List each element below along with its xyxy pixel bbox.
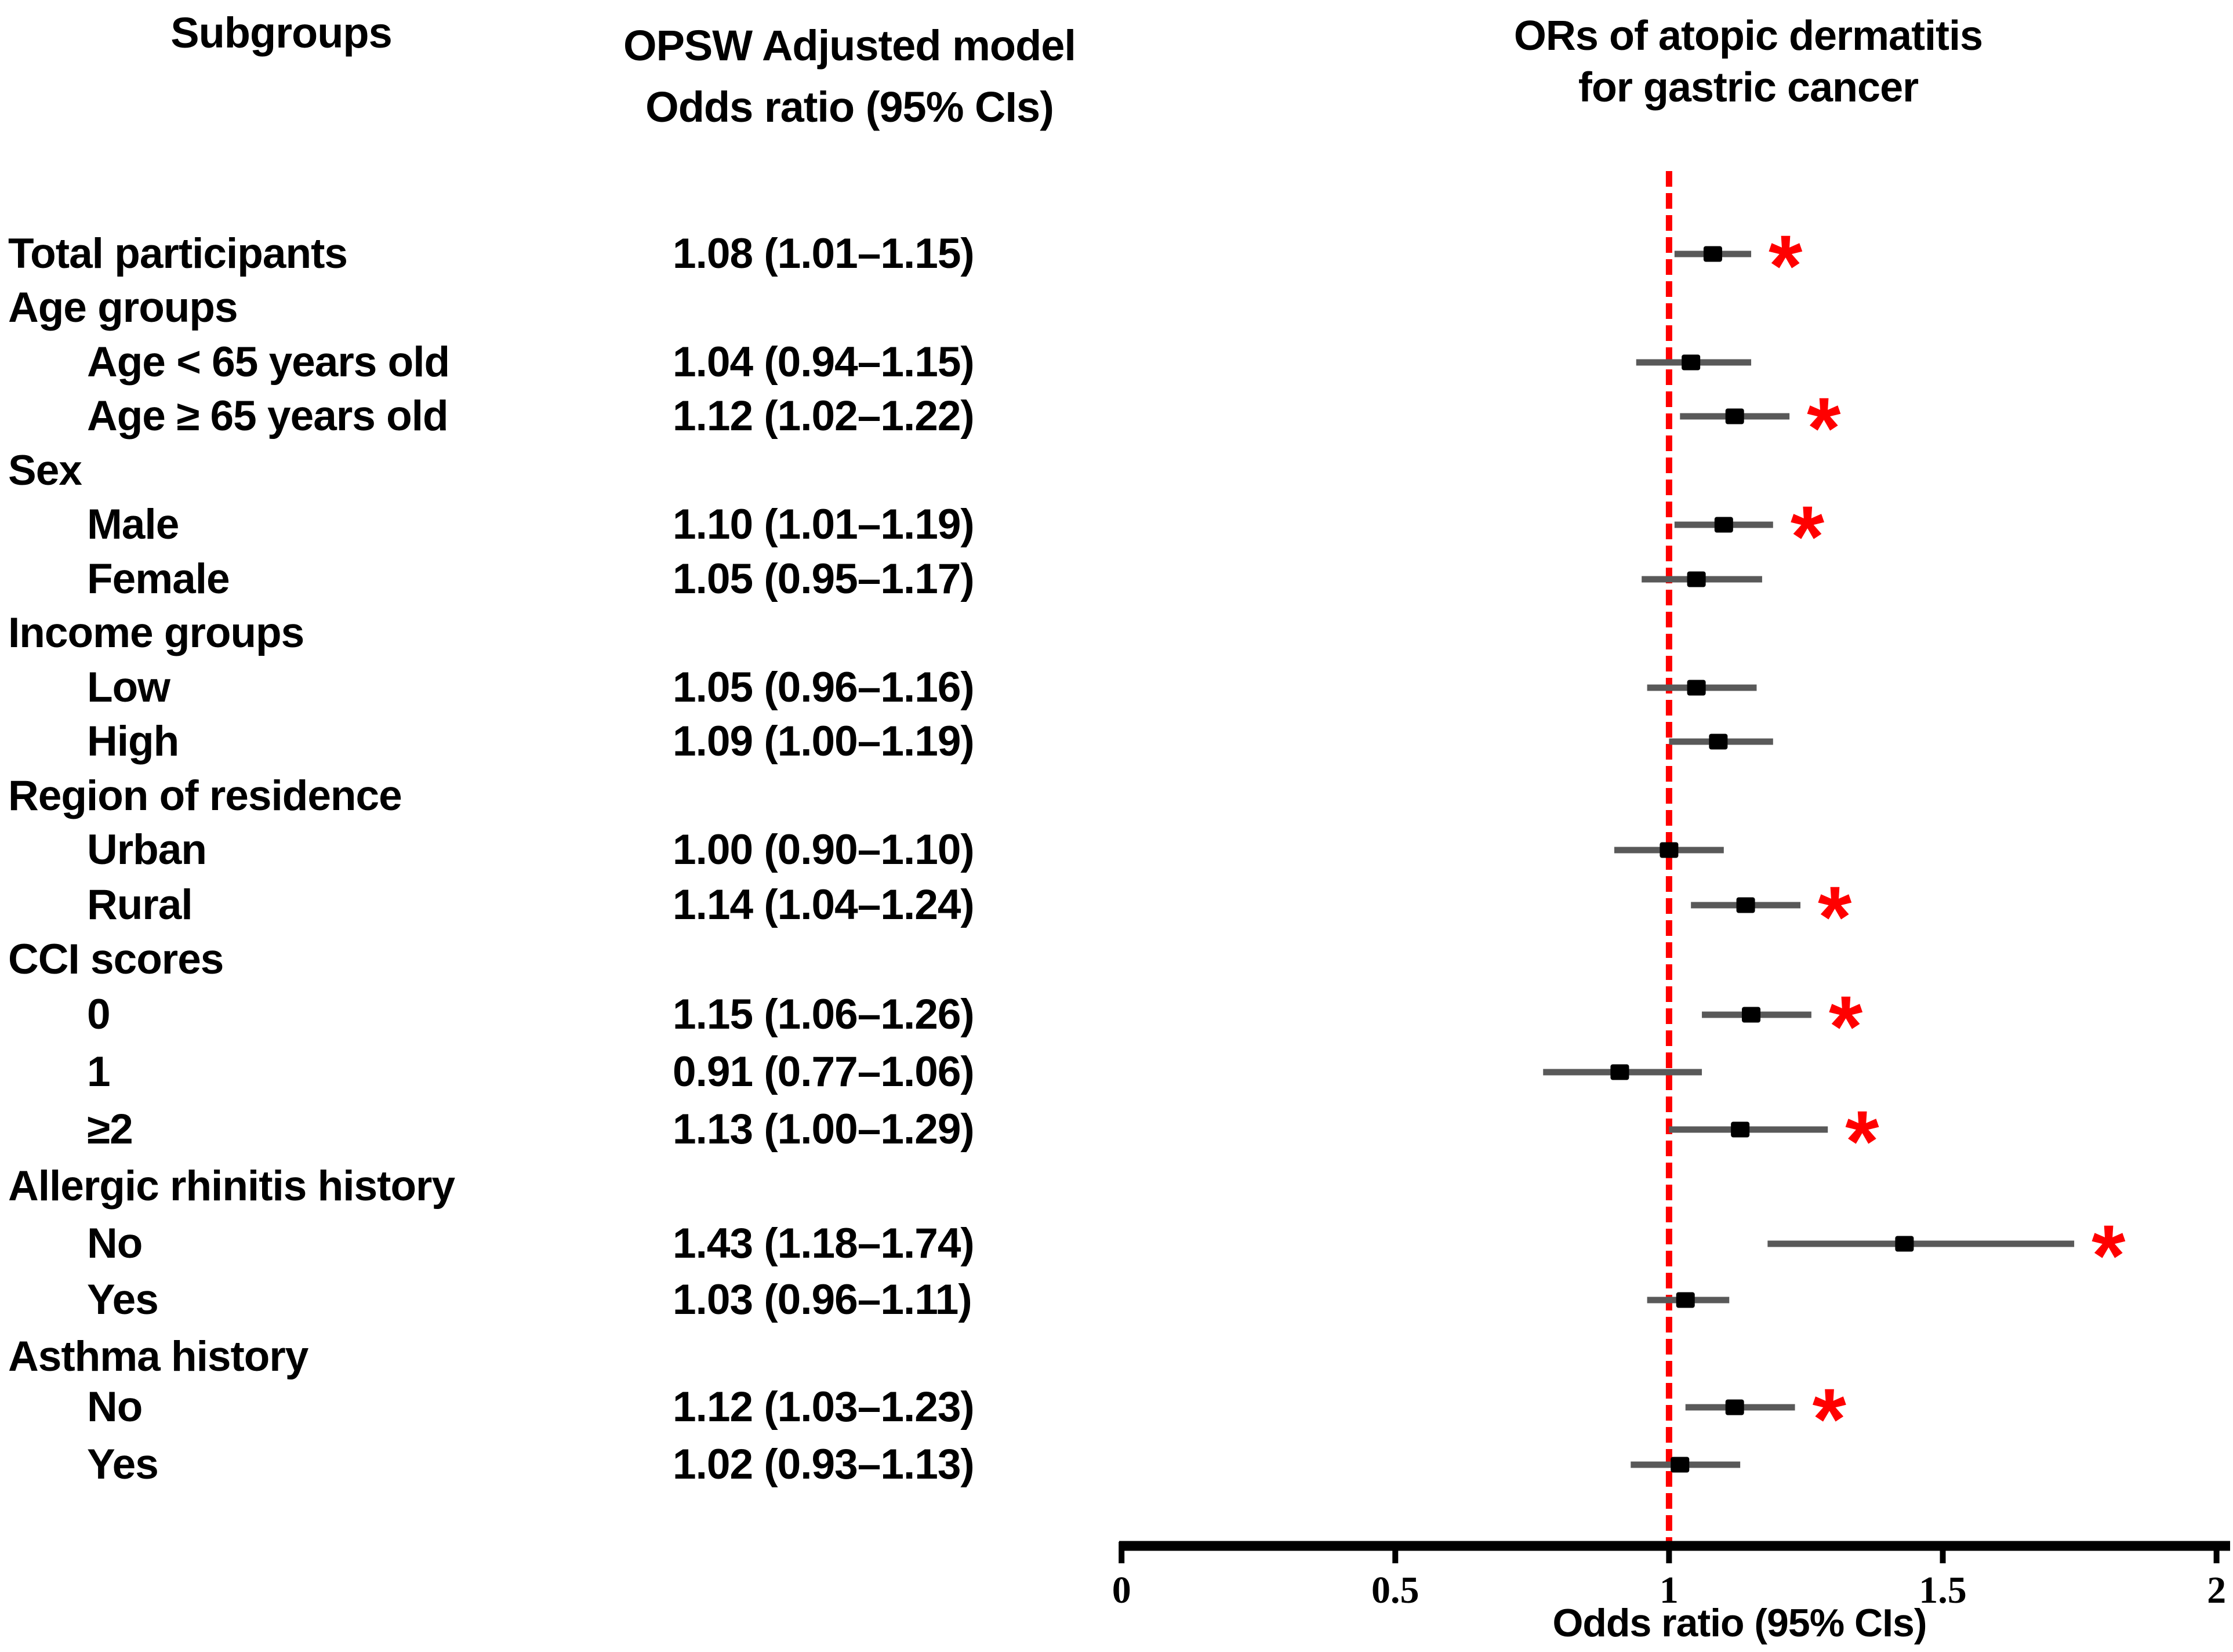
odds-ratio-marker	[1742, 1007, 1761, 1023]
subgroups-header-text: Subgroups	[170, 9, 393, 57]
odds-ratio-value: 1.05 (0.96–1.16)	[673, 664, 975, 711]
subgroup-label: 1	[87, 1048, 111, 1095]
odds-ratio-value: 1.13 (1.00–1.29)	[673, 1106, 975, 1153]
subgroup-label: 0	[87, 991, 111, 1038]
odds-ratio-value: 1.12 (1.03–1.23)	[673, 1384, 975, 1430]
significance-asterisk: *	[2092, 1207, 2126, 1304]
x-axis-tick-label: 2	[2207, 1569, 2226, 1611]
subgroups-column-header: Subgroups	[49, 7, 513, 59]
subgroup-label: Rural	[87, 881, 193, 928]
significance-asterisk: *	[1829, 978, 1863, 1075]
odds-ratio-marker	[1660, 842, 1679, 858]
subgroup-section-label: Asthma history	[8, 1333, 308, 1380]
subgroup-label: Age ≥ 65 years old	[87, 393, 449, 440]
x-axis-tick-label: 1	[1660, 1569, 1679, 1611]
odds-ratio-value: 1.15 (1.06–1.26)	[673, 991, 975, 1038]
subgroup-label: No	[87, 1384, 143, 1430]
subgroup-label: Low	[87, 664, 170, 711]
odds-ratio-value: 1.02 (0.93–1.13)	[673, 1441, 975, 1488]
subgroup-label: Yes	[87, 1276, 159, 1323]
significance-asterisk: *	[1807, 379, 1841, 477]
model-column-header: OPSW Adjusted model Odds ratio (95% CIs)	[589, 15, 1110, 138]
significance-asterisk: *	[1818, 868, 1852, 965]
subgroup-label: Age < 65 years old	[87, 339, 450, 386]
plot-title-line2: for gastric cancer	[1578, 64, 1919, 111]
subgroup-section-label: Income groups	[8, 609, 304, 656]
subgroup-section-label: CCI scores	[8, 936, 224, 983]
odds-ratio-value: 1.00 (0.90–1.10)	[673, 826, 975, 873]
subgroup-label: High	[87, 718, 179, 765]
odds-ratio-marker	[1676, 1292, 1695, 1308]
odds-ratio-value: 1.14 (1.04–1.24)	[673, 881, 975, 928]
subgroup-section-label: Allergic rhinitis history	[8, 1163, 455, 1210]
subgroup-label: Male	[87, 501, 179, 548]
odds-ratio-marker	[1725, 1399, 1744, 1415]
odds-ratio-marker	[1714, 517, 1733, 533]
odds-ratio-marker	[1709, 734, 1728, 750]
odds-ratio-marker	[1725, 408, 1744, 424]
odds-ratio-marker	[1703, 246, 1722, 262]
odds-ratio-value: 1.43 (1.18–1.74)	[673, 1220, 975, 1267]
odds-ratio-marker	[1610, 1064, 1629, 1080]
x-axis-tick-label: 0.5	[1371, 1569, 1419, 1611]
odds-ratio-value: 1.09 (1.00–1.19)	[673, 718, 975, 765]
odds-ratio-value: 1.05 (0.95–1.17)	[673, 555, 975, 602]
subgroup-section-label: Age groups	[8, 284, 238, 331]
odds-ratio-marker	[1736, 897, 1755, 913]
significance-asterisk: *	[1769, 217, 1803, 314]
odds-ratio-marker	[1671, 1457, 1690, 1473]
odds-ratio-marker	[1687, 571, 1706, 587]
odds-ratio-value: 1.03 (0.96–1.11)	[673, 1276, 972, 1323]
odds-ratio-value: 1.12 (1.02–1.22)	[673, 393, 975, 440]
plot-title: ORs of atopic dermatitis for gastric can…	[1458, 10, 2038, 114]
odds-ratio-marker	[1687, 680, 1706, 696]
subgroup-label: ≥2	[87, 1106, 133, 1153]
significance-asterisk: *	[1791, 488, 1825, 585]
x-axis-tick-label: 0	[1112, 1569, 1131, 1611]
plot-title-line1: ORs of atopic dermatitis	[1513, 13, 1983, 59]
model-header-line2: Odds ratio (95% CIs)	[645, 83, 1054, 131]
odds-ratio-marker	[1731, 1121, 1750, 1138]
odds-ratio-value: 1.04 (0.94–1.15)	[673, 339, 975, 386]
odds-ratio-marker	[1895, 1236, 1914, 1252]
subgroup-label: Female	[87, 555, 230, 602]
odds-ratio-value: 1.10 (1.01–1.19)	[673, 501, 975, 548]
subgroup-section-label: Sex	[8, 447, 82, 494]
odds-ratio-marker	[1682, 354, 1701, 371]
subgroup-section-label: Region of residence	[8, 772, 402, 819]
subgroup-label: Urban	[87, 826, 207, 873]
odds-ratio-value: 0.91 (0.77–1.06)	[673, 1048, 975, 1095]
odds-ratio-value: 1.08 (1.01–1.15)	[673, 230, 975, 277]
model-header-line1: OPSW Adjusted model	[623, 21, 1076, 70]
subgroup-label: Total participants	[8, 230, 348, 277]
subgroup-label: No	[87, 1220, 143, 1267]
subgroup-label: Yes	[87, 1441, 159, 1488]
significance-asterisk: *	[1813, 1370, 1847, 1468]
x-axis-title: Odds ratio (95% CIs)	[1552, 1601, 1926, 1645]
x-axis-tick-label: 1.5	[1919, 1569, 1967, 1611]
significance-asterisk: *	[1845, 1092, 1879, 1190]
